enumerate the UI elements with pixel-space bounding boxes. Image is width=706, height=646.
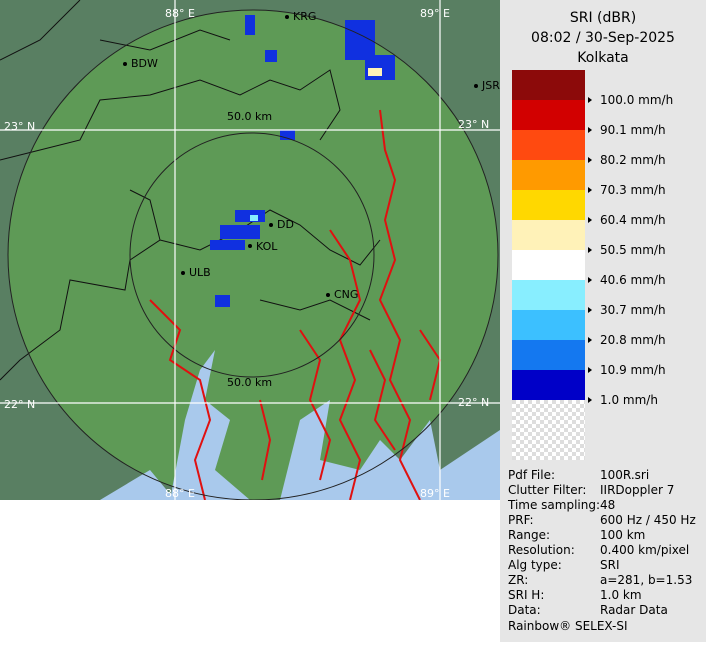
grid-label: 88° E: [165, 487, 195, 500]
info-value: 48: [600, 498, 615, 512]
info-value: 600 Hz / 450 Hz: [600, 513, 696, 527]
info-label: Range:: [508, 528, 550, 542]
legend-label: 70.3 mm/h: [600, 183, 666, 197]
legend-tick: [588, 97, 592, 103]
legend-swatch: [512, 310, 585, 340]
legend-tick: [588, 337, 592, 343]
legend-label: 10.9 mm/h: [600, 363, 666, 377]
legend-tick: [588, 307, 592, 313]
info-value: 1.0 km: [600, 588, 642, 602]
legend-label: 90.1 mm/h: [600, 123, 666, 137]
info-label: Data:: [508, 603, 541, 617]
place-label: DD: [277, 218, 294, 231]
legend-tick: [588, 277, 592, 283]
range-label: 50.0 km: [227, 376, 272, 389]
legend-label: 100.0 mm/h: [600, 93, 673, 107]
info-value: 0.400 km/pixel: [600, 543, 689, 557]
legend-tick: [588, 397, 592, 403]
legend-label: 40.6 mm/h: [600, 273, 666, 287]
map: 88° E 89° E 88° E 89° E 23° N 23° N 22° …: [0, 0, 500, 500]
legend-swatch: [512, 280, 585, 310]
info-value: SRI: [600, 558, 620, 572]
place-label: JSR: [481, 79, 500, 92]
station: Kolkata: [577, 50, 628, 66]
info-value: Radar Data: [600, 603, 668, 617]
info-label: Clutter Filter:: [508, 483, 586, 497]
info-label: Pdf File:: [508, 468, 555, 482]
water: [100, 350, 500, 500]
legend-swatch: [512, 220, 585, 250]
legend-tick: [588, 157, 592, 163]
info-value: a=281, b=1.53: [600, 573, 692, 587]
legend-tick: [588, 217, 592, 223]
info-label: Resolution:: [508, 543, 575, 557]
info-label: PRF:: [508, 513, 534, 527]
info-value: 100 km: [600, 528, 645, 542]
place-label: KOL: [256, 240, 278, 253]
rivers: [149, 109, 442, 500]
place-label: ULB: [189, 266, 211, 279]
footer: Rainbow® SELEX-SI: [508, 619, 628, 633]
range-label: 50.0 km: [227, 110, 272, 123]
inner-range-ring: [129, 132, 375, 378]
legend-tick: [588, 187, 592, 193]
legend-swatch: [512, 250, 585, 280]
place-label: CNG: [334, 288, 358, 301]
info-value: IIRDoppler 7: [600, 483, 674, 497]
info-label: SRI H:: [508, 588, 544, 602]
place-label: KRG: [293, 10, 316, 23]
legend-tick: [588, 247, 592, 253]
grid-label: 23° N: [458, 118, 489, 131]
graticule: [0, 0, 500, 500]
product-title: SRI (dBR): [570, 10, 636, 26]
place-label: BDW: [131, 57, 158, 70]
legend-swatch: [512, 160, 585, 190]
grid-label: 22° N: [4, 398, 35, 411]
no-data-swatch: [512, 400, 585, 460]
legend-label: 50.5 mm/h: [600, 243, 666, 257]
info-label: Alg type:: [508, 558, 562, 572]
grid-label: 88° E: [165, 7, 195, 20]
legend-swatch: [512, 70, 585, 100]
legend-tick: [588, 127, 592, 133]
outer-range-ring: [7, 9, 499, 500]
legend-label: 60.4 mm/h: [600, 213, 666, 227]
coverage: [8, 10, 498, 500]
legend-swatch: [512, 340, 585, 370]
grid-label: 23° N: [4, 120, 35, 133]
legend-label: 20.8 mm/h: [600, 333, 666, 347]
info-label: Time sampling:: [507, 498, 600, 512]
grid-label: 89° E: [420, 7, 450, 20]
info-value: 100R.sri: [600, 468, 649, 482]
grid-label: 89° E: [420, 487, 450, 500]
legend-swatch: [512, 190, 585, 220]
timestamp: 08:02 / 30-Sep-2025: [531, 30, 675, 46]
legend-label: 80.2 mm/h: [600, 153, 666, 167]
legend-swatch: [512, 370, 585, 400]
legend-swatch: [512, 130, 585, 160]
grid-label: 22° N: [458, 396, 489, 409]
legend-swatch: [512, 100, 585, 130]
legend-label: 1.0 mm/h: [600, 393, 658, 407]
info-label: ZR:: [508, 573, 528, 587]
legend-label: 30.7 mm/h: [600, 303, 666, 317]
legend-tick: [588, 367, 592, 373]
